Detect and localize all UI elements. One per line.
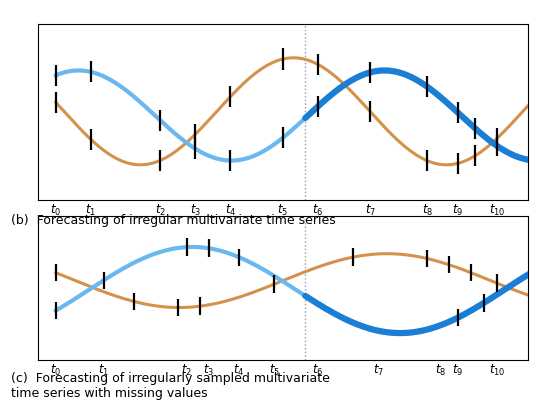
Text: (b)  Forecasting of irregular multivariate time series: (b) Forecasting of irregular multivariat… [11,214,336,227]
Text: (c)  Forecasting of irregularly sampled multivariate
time series with missing va: (c) Forecasting of irregularly sampled m… [11,372,330,400]
